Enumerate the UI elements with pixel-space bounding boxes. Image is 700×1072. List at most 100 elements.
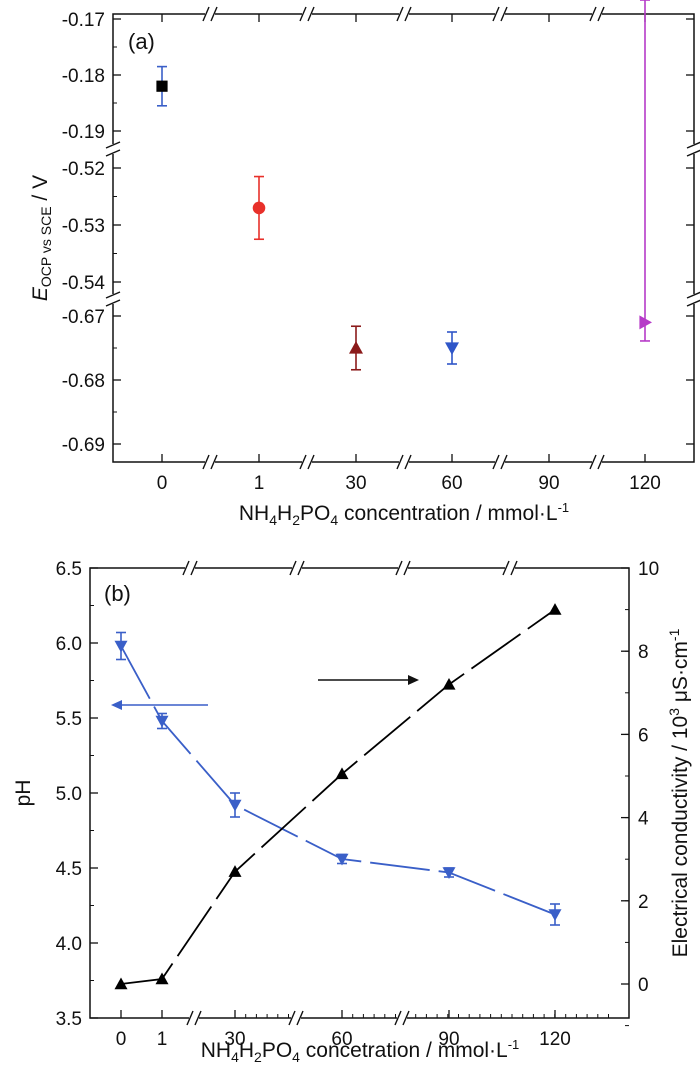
y-tick-label-right-b: 4 <box>638 809 649 830</box>
y-tick-label-a: -0.68 <box>62 371 105 392</box>
x-break-bottom-b-slash-2 <box>402 1010 410 1026</box>
data-point-30 <box>349 325 363 371</box>
y-break-right-a-slash-2 <box>686 299 700 307</box>
y-tick-label-left-b: 4.0 <box>56 934 82 955</box>
x-break-bottom-a-slash-1 <box>396 454 404 470</box>
x-break-bottom-b <box>186 1010 202 1026</box>
x-break-top-a <box>492 6 508 22</box>
y-tick-label-right-b: 8 <box>638 642 649 663</box>
x-break-top-a <box>299 6 315 22</box>
x-break-bottom-a-gap <box>205 455 215 469</box>
x-break-top-b-slash-1 <box>395 560 403 576</box>
marker-0 <box>156 80 168 92</box>
marker-right-90 <box>442 677 456 690</box>
marker-right-60 <box>335 767 349 780</box>
x-break-top-a-gap <box>592 7 602 21</box>
x-break-bottom-b <box>288 1010 304 1026</box>
x-break-top-a-gap <box>495 7 505 21</box>
x-break-top-b-gap <box>292 561 302 575</box>
y-tick-label-a: -0.54 <box>62 273 106 294</box>
x-break-bottom-a <box>299 454 315 470</box>
panel-label-a: (a) <box>128 29 155 54</box>
conductivity-arrowhead <box>408 675 419 685</box>
x-break-bottom-a <box>396 454 412 470</box>
x-break-top-b <box>289 560 305 576</box>
x-tick-label-b: 1 <box>157 1029 168 1050</box>
x-break-bottom-a-slash-1 <box>202 454 210 470</box>
data-point-120 <box>639 0 652 342</box>
x-tick-label-a: 90 <box>538 473 559 494</box>
x-axis-label-a: NH4H2PO4 concentration / mmol·L-1 <box>239 500 569 528</box>
y-tick-label-left-b: 5.5 <box>56 709 82 730</box>
y-tick-label-left-b: 3.5 <box>56 1009 82 1030</box>
marker-right-120 <box>548 603 562 615</box>
marker-left-60 <box>335 853 349 866</box>
x-break-bottom-a <box>202 454 218 470</box>
y-break-left-a-slash-2 <box>105 299 121 307</box>
y-break-left-a-slash-2 <box>105 149 121 157</box>
series-line-left <box>120 645 556 916</box>
x-break-top-a-slash-2 <box>307 6 315 22</box>
plot-frame-a <box>112 13 695 463</box>
x-break-bottom-b-gap <box>189 1011 199 1025</box>
x-tick-label-a: 1 <box>254 473 265 494</box>
marker-right-1 <box>155 972 169 985</box>
y-tick-label-a: -0.19 <box>62 122 105 143</box>
y-axis-label-left-b: pH <box>12 780 35 807</box>
series-conductivity <box>114 603 562 990</box>
x-axis-b: 0 1 30 60 90 120 <box>116 1010 609 1050</box>
y-axis-right-b: 0 2 4 6 8 10 <box>621 559 659 1027</box>
y-axis-label-right-b: Electrical conductivity / 103 μS·cm-1 <box>666 628 692 957</box>
x-break-bottom-a-slash-2 <box>500 454 508 470</box>
x-break-top-a-slash-1 <box>202 6 210 22</box>
x-break-top-b-gap <box>505 561 515 575</box>
y-tick-label-left-b: 5.0 <box>56 784 82 805</box>
marker-left-90 <box>442 867 456 879</box>
x-break-top-a-gap <box>302 7 312 21</box>
marker-120 <box>639 315 652 330</box>
series-b <box>114 603 562 990</box>
y-break-left-a <box>105 291 121 307</box>
x-break-bottom-b-gap <box>397 1011 407 1025</box>
x-break-top-a-gap <box>205 7 215 21</box>
plot-frame-b <box>89 567 630 1019</box>
x-break-top-a <box>202 6 218 22</box>
marker-left-1 <box>155 715 169 728</box>
x-axis-label-b: NH4H2PO4 concetration / mmol·L-1 <box>201 1037 520 1065</box>
panel-label-b: (b) <box>104 581 131 606</box>
y-axis-a: -0.17 -0.18 -0.19 -0.52 -0.53 -0.54 -0.67 -0.68… <box>62 10 694 456</box>
x-tick-label-b: 0 <box>116 1029 127 1050</box>
y-tick-label-a: -0.53 <box>62 216 105 237</box>
y-tick-label-a: -0.52 <box>62 159 105 180</box>
x-break-bottom-a-gap <box>399 455 409 469</box>
x-break-bottom-b-gap <box>291 1011 301 1025</box>
x-break-bottom-a-slash-1 <box>589 454 597 470</box>
x-break-bottom-a-slash-2 <box>404 454 412 470</box>
x-tick-label-a: 120 <box>629 473 661 494</box>
marker-left-0 <box>114 640 128 653</box>
x-break-bottom-b <box>394 1010 410 1026</box>
y-tick-label-left-b: 4.5 <box>56 859 82 880</box>
y-break-right-a <box>686 291 700 307</box>
x-break-bottom-a-slash-2 <box>307 454 315 470</box>
x-break-bottom-a <box>492 454 508 470</box>
marker-1 <box>252 201 266 215</box>
x-break-bottom-a-slash-2 <box>597 454 605 470</box>
x-break-bottom-a-gap <box>495 455 505 469</box>
x-break-bottom-b-slash-2 <box>296 1010 304 1026</box>
x-break-top-b <box>502 560 518 576</box>
x-break-top-a <box>396 6 412 22</box>
y-axis-left-b: 3.5 4.0 4.5 5.0 5.5 6.0 6.5 <box>56 559 98 1030</box>
y-break-right-a-gap <box>687 294 700 304</box>
x-break-top-a <box>589 6 605 22</box>
y-break-left-a-gap <box>106 144 120 154</box>
x-break-top-a-slash-1 <box>396 6 404 22</box>
y-break-right-a <box>686 141 700 157</box>
y-tick-label-right-b: 2 <box>638 892 649 913</box>
series-ph <box>114 631 562 926</box>
x-break-top-b-slash-1 <box>502 560 510 576</box>
data-points-a <box>156 0 652 371</box>
axis-breaks-a <box>105 6 700 470</box>
data-point-60 <box>445 331 459 365</box>
